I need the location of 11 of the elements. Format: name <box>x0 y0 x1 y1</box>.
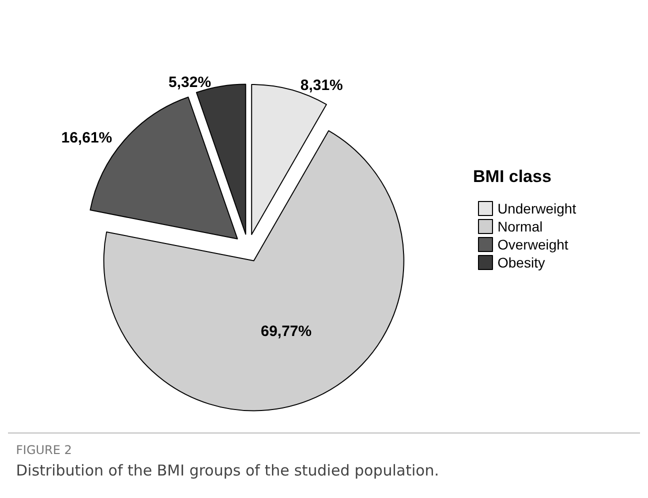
legend-label: Obesity <box>498 254 545 270</box>
text: Distribution of the BMI groups of the studied population. <box>16 462 440 480</box>
legend-label: Normal <box>498 218 543 234</box>
legend-title: BMI class <box>473 167 552 186</box>
data-label: 8,31% <box>300 77 343 94</box>
data-label: 69,77% <box>260 323 312 340</box>
data-label: 16,61% <box>61 129 112 146</box>
caption: FIGURE 2 <box>16 443 72 457</box>
legend-label: Overweight <box>498 236 568 252</box>
data-label: 5,32% <box>168 74 212 91</box>
legend-label: Underweight <box>498 200 576 216</box>
